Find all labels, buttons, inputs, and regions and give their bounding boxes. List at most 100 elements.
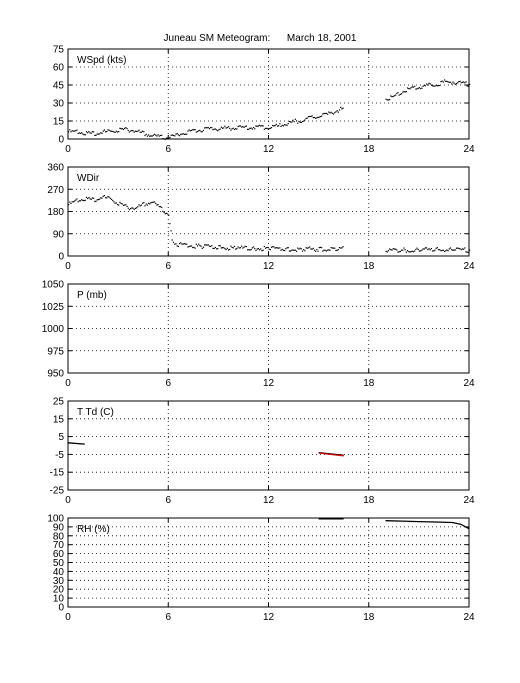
data-point — [263, 245, 265, 248]
data-point — [392, 248, 394, 250]
data-point — [180, 133, 182, 135]
y-tick-label: 25 — [53, 397, 65, 408]
data-point — [167, 137, 169, 139]
data-point — [210, 126, 212, 129]
data-point — [406, 87, 409, 89]
data-point — [293, 249, 295, 252]
data-point — [100, 132, 102, 134]
data-point — [95, 134, 97, 136]
data-point — [157, 203, 159, 206]
data-point — [436, 85, 438, 87]
data-point — [227, 126, 230, 128]
data-point — [118, 130, 120, 133]
data-point — [95, 200, 97, 202]
data-point — [210, 245, 212, 248]
x-tick-label: 12 — [263, 261, 275, 272]
data-point — [400, 249, 403, 251]
data-point — [199, 244, 201, 247]
data-point — [114, 202, 116, 204]
data-point — [102, 195, 104, 197]
data-point — [251, 247, 253, 249]
data-point — [469, 249, 471, 251]
data-point — [84, 199, 86, 201]
data-point — [225, 248, 227, 251]
data-point — [82, 133, 84, 135]
data-point — [385, 250, 387, 252]
data-point — [306, 117, 308, 119]
data-point — [139, 205, 141, 207]
y-tick-label: 45 — [53, 81, 65, 92]
data-point — [387, 99, 390, 101]
data-point — [323, 249, 325, 251]
data-point — [321, 247, 323, 249]
data-point — [288, 120, 290, 123]
data-point — [405, 91, 407, 93]
data-point — [72, 201, 74, 203]
data-point — [452, 81, 454, 83]
data-point — [404, 91, 406, 93]
data-point — [139, 131, 141, 133]
data-point — [285, 248, 287, 250]
data-point — [409, 251, 411, 253]
data-point — [335, 249, 337, 252]
data-point — [393, 95, 396, 97]
data-point — [125, 204, 127, 206]
data-point — [319, 115, 322, 118]
data-point — [146, 204, 148, 206]
data-point — [280, 249, 282, 251]
x-tick-label: 6 — [165, 378, 171, 389]
data-point — [329, 112, 331, 114]
data-point — [156, 135, 158, 137]
data-point — [170, 134, 172, 136]
data-point — [250, 248, 252, 251]
data-point — [91, 197, 94, 199]
data-point — [439, 84, 441, 87]
data-point — [300, 248, 302, 250]
data-point — [124, 204, 126, 206]
data-point — [106, 130, 108, 133]
data-point — [449, 81, 452, 83]
data-point — [134, 207, 137, 210]
data-point — [85, 131, 88, 133]
data-point — [261, 249, 263, 252]
data-point — [143, 202, 145, 204]
data-point — [239, 247, 242, 249]
data-point — [250, 127, 252, 129]
data-point — [230, 245, 232, 247]
data-point — [153, 201, 156, 203]
data-point — [319, 246, 322, 248]
data-point — [120, 202, 122, 205]
data-point — [304, 250, 306, 252]
data-point — [337, 111, 339, 113]
y-tick-label: 90 — [53, 522, 65, 533]
data-point — [464, 82, 466, 84]
data-point — [289, 121, 292, 123]
data-point — [202, 129, 205, 132]
data-point — [207, 244, 209, 246]
data-point — [236, 247, 238, 250]
data-point — [215, 129, 218, 131]
data-point — [159, 206, 162, 208]
data-point — [294, 249, 296, 251]
data-point — [423, 248, 425, 250]
data-point — [321, 115, 323, 117]
data-point — [341, 247, 343, 249]
data-point — [128, 209, 131, 211]
y-tick-label: 0 — [58, 603, 64, 614]
data-point — [435, 84, 437, 86]
data-point — [309, 246, 311, 248]
data-point — [254, 248, 256, 250]
data-point — [213, 128, 215, 130]
data-point — [230, 129, 232, 131]
x-tick-label: 24 — [463, 495, 475, 506]
y-tick-label: 975 — [47, 346, 64, 357]
data-point — [124, 127, 126, 130]
data-point — [138, 129, 140, 131]
data-point — [132, 207, 134, 209]
data-point — [94, 200, 96, 203]
data-point — [411, 86, 413, 88]
x-tick-label: 0 — [65, 612, 71, 623]
data-point — [219, 128, 221, 130]
data-point — [126, 205, 128, 208]
data-point — [121, 203, 123, 205]
